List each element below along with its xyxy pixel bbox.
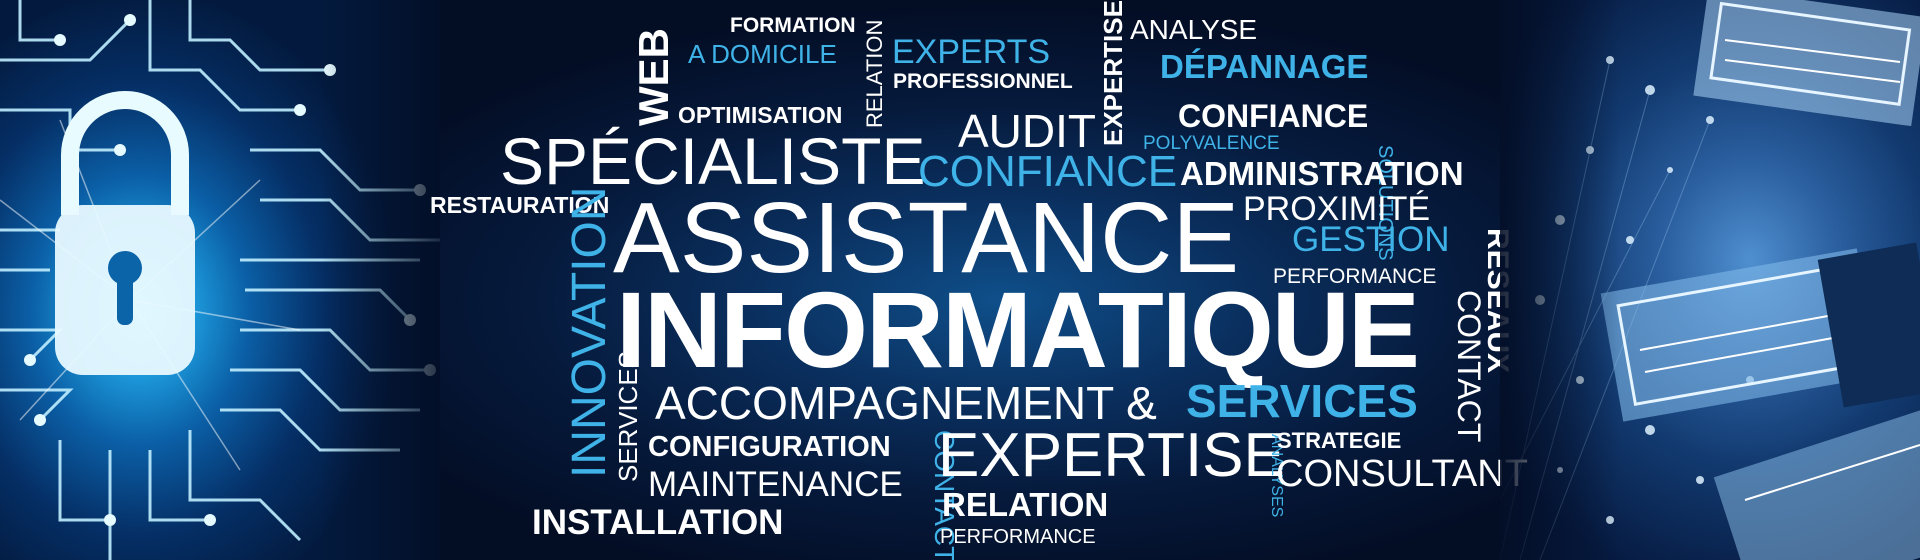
network-cable-fiber-icon [1500, 0, 1920, 560]
word-analyse: ANALYSE [1130, 14, 1258, 45]
word-administration: ADMINISTRATION [1180, 155, 1464, 192]
word-restauration: RESTAURATION [430, 192, 610, 218]
word-assistance: ASSISTANCE [613, 182, 1240, 294]
word-confiance-top: CONFIANCE [1178, 98, 1369, 134]
word-maintenance: MAINTENANCE [648, 465, 903, 504]
word-services-vertical: SERVICES [613, 350, 643, 482]
word-informatique: INFORMATIQUE [616, 269, 1420, 390]
padlock-circuit-panel [0, 0, 440, 560]
word-configuration: CONFIGURATION [648, 431, 891, 463]
word-gestion: GESTION [1292, 220, 1450, 259]
network-cables-panel [1500, 0, 1920, 560]
word-web: WEB [630, 28, 677, 126]
word-professionnel: PROFESSIONNEL [893, 70, 1073, 93]
word-expertise-vertical: EXPERTISE [1098, 0, 1128, 146]
word-performance-right: PERFORMANCE [1273, 265, 1437, 288]
word-consultant: CONSULTANT [1276, 453, 1528, 495]
word-optimisation: OPTIMISATION [678, 102, 843, 128]
word-a-domicile: A DOMICILE [688, 39, 837, 69]
word-performance-bottom: PERFORMANCE [940, 526, 1096, 548]
word-services-blue: SERVICES [1186, 375, 1418, 427]
word-contact-right-vertical: CONTACT [1451, 290, 1487, 443]
word-confiance-mid: CONFIANCE [918, 147, 1178, 196]
word-expertise-big: EXPERTISE [938, 421, 1285, 490]
word-relation-vertical: RELATION [862, 19, 887, 128]
word-strategie: STRATEGIE [1277, 428, 1402, 453]
word-installation: INSTALLATION [532, 503, 784, 542]
word-innovation-vertical: INNOVATION [563, 186, 616, 478]
word-audit: AUDIT [958, 105, 1096, 157]
word-relation-bottom: RELATION [942, 486, 1109, 523]
word-experts: EXPERTS [892, 33, 1051, 71]
word-depannage: DÉPANNAGE [1160, 48, 1369, 85]
word-proximite: PROXIMITÉ [1243, 190, 1431, 228]
word-polyvalence: POLYVALENCE [1143, 133, 1280, 154]
word-specialiste: SPÉCIALISTE [500, 124, 926, 198]
word-formation: FORMATION [730, 14, 856, 37]
padlock-circuit-icon [0, 0, 440, 560]
word-accompagnement: ACCOMPAGNEMENT & [655, 377, 1157, 429]
